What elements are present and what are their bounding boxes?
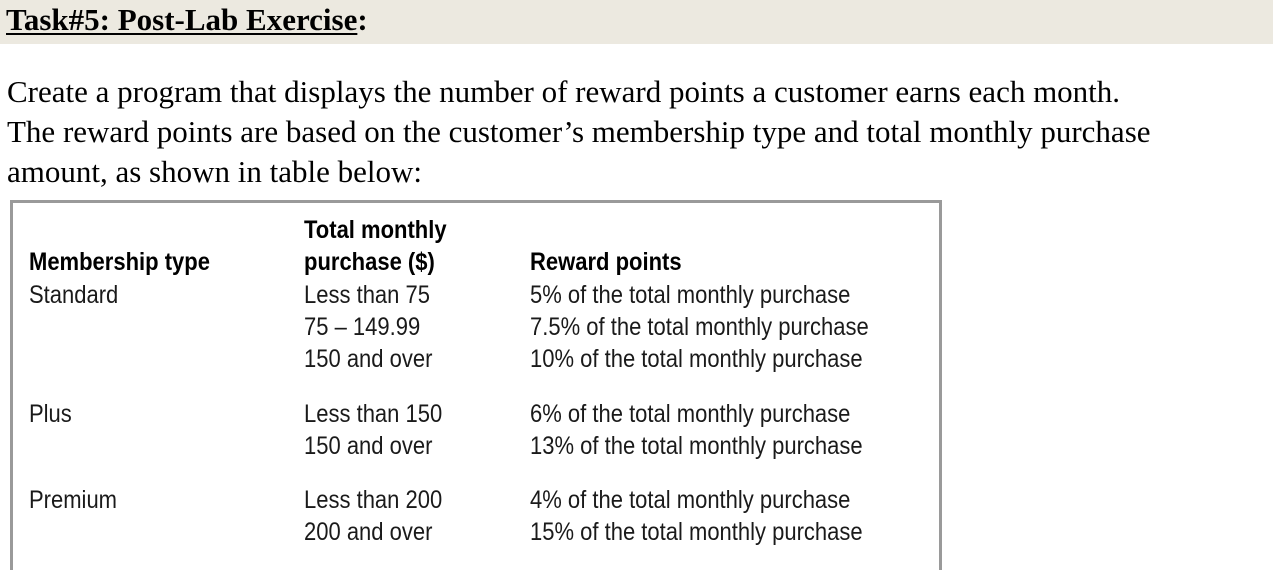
heading-bar: Task#5: Post-Lab Exercise:	[0, 0, 1273, 44]
cell-purchase: Less than 75	[304, 281, 430, 309]
cell-reward: 5% of the total monthly purchase	[530, 281, 851, 309]
heading-colon: :	[357, 2, 368, 37]
cell-reward: 7.5% of the total monthly purchase	[530, 313, 869, 341]
intro-line-1: Create a program that displays the numbe…	[7, 74, 1121, 109]
heading-title: Task#5: Post-Lab Exercise	[6, 2, 358, 37]
cell-purchase: 200 and over	[304, 518, 433, 546]
cell-purchase: 150 and over	[304, 432, 433, 460]
section-heading: Task#5: Post-Lab Exercise:	[6, 2, 368, 38]
cell-purchase: Less than 150	[304, 400, 443, 428]
intro-line-3: amount, as shown in table below:	[7, 154, 422, 189]
header-purchase-line1: Total monthly	[304, 216, 447, 244]
cell-membership-standard: Standard	[29, 281, 119, 309]
cell-reward: 15% of the total monthly purchase	[530, 518, 863, 546]
cell-reward: 10% of the total monthly purchase	[530, 345, 863, 373]
intro-paragraph: Create a program that displays the numbe…	[7, 72, 1273, 192]
cell-purchase: 150 and over	[304, 345, 433, 373]
header-membership-type: Membership type	[29, 248, 210, 276]
cell-reward: 13% of the total monthly purchase	[530, 432, 863, 460]
cell-membership-premium: Premium	[29, 486, 118, 514]
header-reward-points: Reward points	[530, 248, 682, 276]
cell-purchase: 75 – 149.99	[304, 313, 421, 341]
reward-table	[10, 200, 942, 570]
cell-purchase: Less than 200	[304, 486, 443, 514]
header-purchase-line2: purchase ($)	[304, 248, 435, 276]
cell-reward: 6% of the total monthly purchase	[530, 400, 851, 428]
cell-reward: 4% of the total monthly purchase	[530, 486, 851, 514]
intro-line-2: The reward points are based on the custo…	[7, 114, 1151, 149]
cell-membership-plus: Plus	[29, 400, 72, 428]
